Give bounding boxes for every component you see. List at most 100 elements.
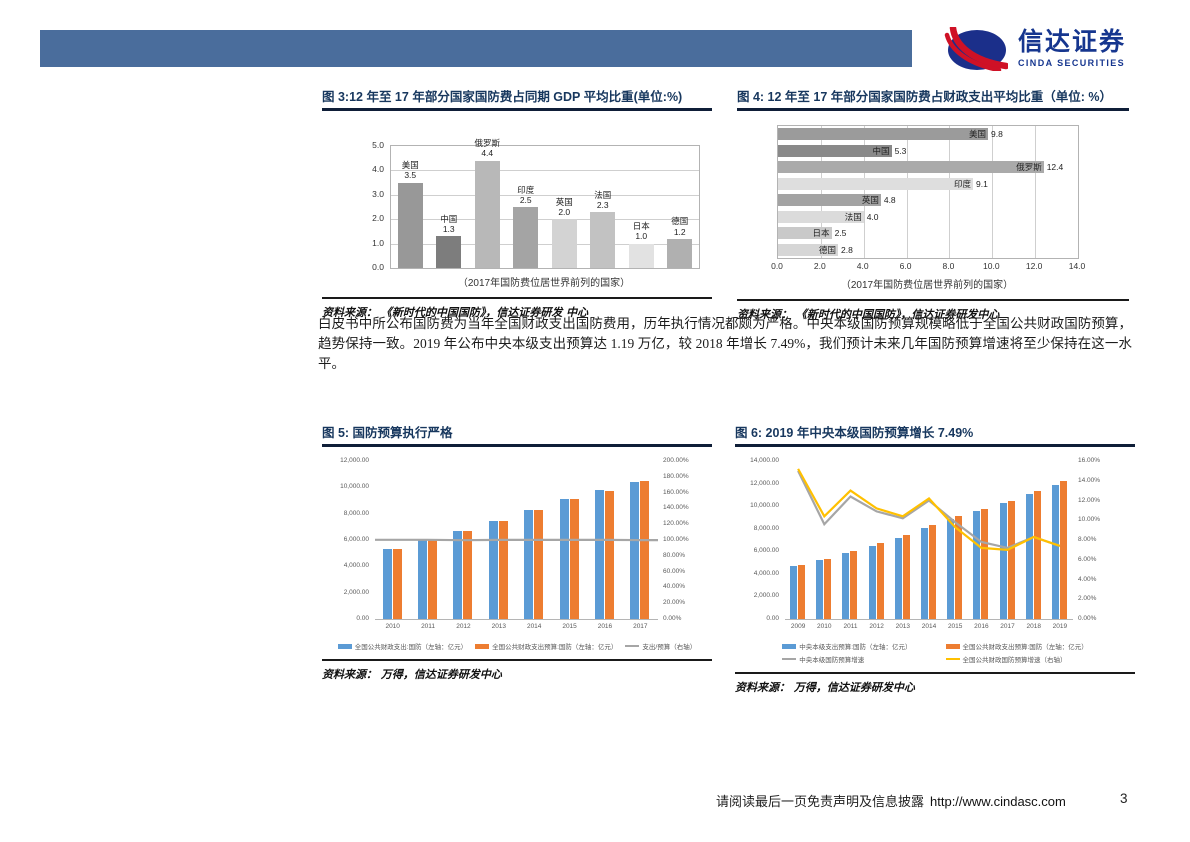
left-tick-label: 12,000.00 (340, 457, 369, 464)
bar: 德国 (778, 243, 838, 256)
legend-line-swatch (625, 645, 640, 647)
right-tick-label: 60.00% (663, 567, 686, 575)
bar: 印度 (778, 177, 973, 190)
bar: 法国 (778, 210, 864, 223)
figure-3: 图 3:12 年至 17 年部分国家国防费占同期 GDP 平均比重(单位:%) … (322, 86, 712, 320)
right-tick-label: 16.00% (1078, 457, 1101, 464)
bar-label-value: 4.8 (883, 195, 896, 206)
x-tick-label: 2011 (843, 623, 858, 630)
bar-label-name: 美国 (968, 129, 986, 140)
bar: 中国 (778, 144, 892, 157)
bar-label-name: 美国 (401, 160, 419, 171)
grid-line (391, 219, 699, 221)
figure-3-chart: 美国 3.5 中国 1.3 俄罗斯 4.4 印度 2.5 英国 2.0 法国 2.3 日本 1.0 德国 1.… (322, 119, 712, 272)
right-tick-label: 140.00% (663, 504, 689, 512)
footer-url-link[interactable]: http://www.cindasc.com (930, 794, 1066, 809)
x-tick-label: 2012 (869, 623, 884, 630)
bar (955, 516, 963, 619)
grid-line (992, 126, 994, 258)
bar (382, 548, 392, 619)
bar (973, 511, 981, 619)
left-tick-label: 4,000.00 (343, 562, 369, 570)
bar-label-value: 2.3 (596, 199, 609, 210)
figure-5: 图 5: 国防预算执行严格 12,000.00 10,000.00 8,000.00… (322, 422, 712, 682)
right-tick-label: 10.00% (1078, 516, 1101, 524)
x-axis-line (785, 619, 1073, 620)
bar (474, 160, 500, 268)
brand-name-en: CINDA SECURITIES (1018, 58, 1126, 68)
left-tick-label: 6,000.00 (753, 547, 779, 555)
right-tick-label: 180.00% (663, 472, 689, 480)
bar (1051, 484, 1059, 619)
bar-label: 德国 1.2 (650, 216, 710, 236)
plot-area: 美国 3.5 中国 1.3 俄罗斯 4.4 印度 2.5 英国 2.0 法国 2.3 日本 1.0 德国 1.… (390, 138, 700, 269)
figure-4: 图 4: 12 年至 17 年部分国家国防费占财政支出平均比重（单位: %） 美… (737, 86, 1129, 322)
bar (513, 207, 539, 268)
x-tick-label: 0.0 (771, 261, 783, 271)
bar (868, 546, 876, 619)
left-tick-label: 0.00 (356, 615, 369, 622)
left-tick-label: 2,000.00 (753, 592, 779, 600)
bar (921, 528, 928, 619)
bar-label-name: 俄罗斯 (474, 138, 500, 149)
left-tick-label: 6,000.00 (343, 536, 369, 543)
legend-bar-swatch (782, 643, 797, 649)
figure-6-chart: 14,000.00 12,000.00 10,000.00 8,000.00 6,000… (735, 455, 1135, 635)
bar (594, 490, 604, 619)
x-tick-label: 2012 (456, 623, 471, 630)
bar (463, 530, 473, 619)
figure-5-chart: 12,000.00 10,000.00 8,000.00 6,000.00 4,000.… (322, 455, 712, 635)
left-tick-label: 12,000.00 (750, 479, 779, 487)
bar (559, 499, 569, 619)
bar-label-name: 法国 (844, 211, 862, 222)
bar (842, 553, 850, 619)
legend-bar-swatch (337, 643, 352, 649)
legend-item: 中央本级国防预算增速 (782, 654, 911, 664)
grid-line (391, 194, 699, 196)
left-tick-label: 10,000.00 (750, 502, 779, 510)
bar (453, 530, 463, 619)
bar-label: 印度 2.5 (496, 185, 556, 205)
legend-bar-swatch (475, 643, 490, 649)
bar (534, 509, 544, 619)
bar (981, 508, 989, 619)
left-tick-label: 8,000.00 (753, 524, 779, 532)
figure-3-caption: （2017年国防费位居世界前列的国家） (457, 278, 631, 289)
bar-label: 俄罗斯 4.4 (457, 138, 517, 158)
line-series-layer (797, 468, 1061, 552)
bar-label-name: 中国 (440, 213, 458, 224)
bar-label: 中国 1.3 (419, 214, 479, 234)
figure-4-source: 资料来源： 《新时代的中国国防》，信达证券研发中心 (737, 299, 1129, 322)
right-tick-label: 6.00% (1078, 555, 1097, 563)
figure-6-title: 图 6: 2019 年中央本级国防预算增长 7.49% (735, 422, 1135, 447)
company-logo: 信达证券 CINDA SECURITIES (944, 25, 1126, 73)
line-series (797, 468, 1061, 552)
x-tick-label: 2011 (421, 623, 436, 630)
right-tick-label: 0.00% (1078, 615, 1097, 622)
y-tick-label: 2.0 (372, 213, 384, 224)
bar (929, 525, 936, 619)
bar (392, 548, 402, 619)
bar (876, 543, 884, 619)
bar (569, 499, 579, 619)
right-tick-label: 8.00% (1078, 536, 1097, 543)
bar (894, 537, 902, 619)
x-tick-label: 2009 (790, 623, 806, 630)
grid-line (391, 170, 699, 172)
legend-label: 中央本级国防预算增速 (799, 657, 865, 664)
bar (1025, 494, 1033, 619)
bar-label-name: 德国 (671, 216, 689, 227)
bar (999, 503, 1007, 619)
x-tick-label: 6.0 (899, 261, 912, 271)
y-tick-label: 0.0 (372, 262, 384, 272)
x-tick-label: 4.0 (856, 261, 869, 271)
line-series (797, 470, 1061, 550)
legend-label: 全国公共财政国防预算增速（右轴） (962, 657, 1067, 664)
bar-label-value: 9.8 (991, 129, 1003, 140)
bar-label: 美国 3.5 (380, 160, 440, 180)
x-tick-label: 8.0 (942, 261, 955, 271)
figure-5-legend: 全国公共财政支出:国防（左轴：亿元） 全国公共财政支出预算:国防（左轴：亿元） 支出… (322, 641, 712, 651)
grid-line (863, 126, 865, 258)
bar-label-name: 印度 (953, 178, 971, 189)
x-tick-label: 2016 (974, 623, 989, 630)
